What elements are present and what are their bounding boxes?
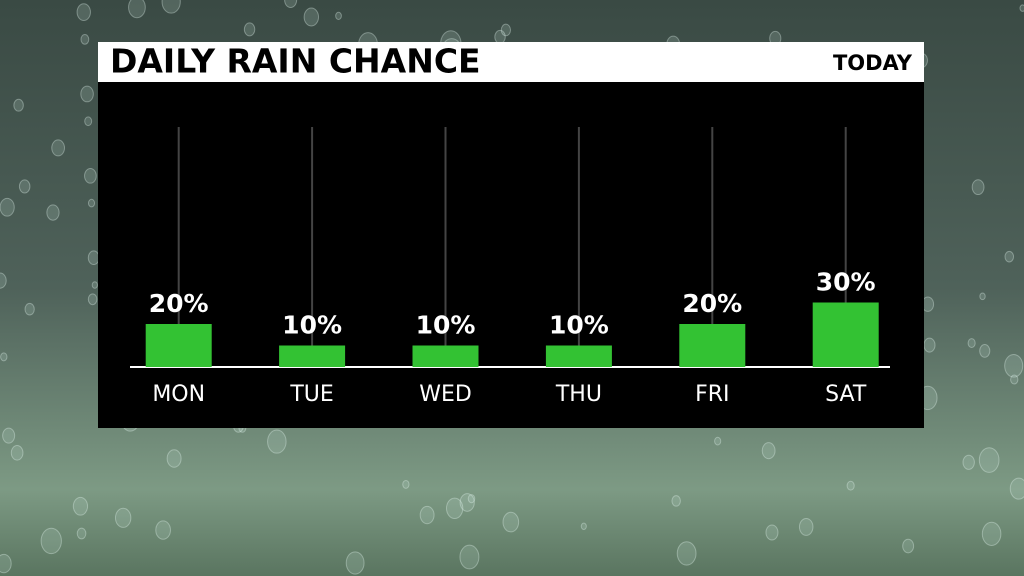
rain-drop bbox=[166, 449, 182, 468]
value-label: 30% bbox=[816, 268, 876, 297]
rain-drop bbox=[13, 98, 24, 112]
rain-drop bbox=[445, 497, 464, 519]
rain-drop bbox=[72, 496, 89, 516]
rain-drop bbox=[10, 445, 24, 461]
rain-drop bbox=[979, 292, 986, 301]
rain-drop bbox=[84, 116, 93, 127]
rain-drop bbox=[51, 139, 66, 157]
rain-drop bbox=[303, 7, 320, 27]
title-bar bbox=[98, 42, 924, 82]
rain-drop bbox=[161, 0, 181, 14]
bar bbox=[679, 324, 746, 367]
rain-drop bbox=[0, 272, 7, 289]
x-tick-label: THU bbox=[555, 382, 602, 407]
rain-drop bbox=[923, 337, 936, 353]
rain-drop bbox=[500, 23, 512, 37]
value-label: 20% bbox=[682, 289, 742, 318]
rain-drop bbox=[46, 204, 60, 221]
rain-drop bbox=[467, 494, 476, 504]
rain-drop bbox=[76, 527, 87, 540]
rain-drop bbox=[1009, 477, 1024, 500]
rain-drop bbox=[155, 520, 171, 540]
rain-drop bbox=[76, 3, 91, 21]
rain-drop bbox=[2, 427, 16, 444]
rain-drop bbox=[798, 517, 814, 536]
bar bbox=[812, 302, 879, 367]
bar bbox=[279, 345, 346, 367]
rain-drop bbox=[962, 454, 975, 470]
x-tick-label: WED bbox=[419, 382, 472, 407]
value-label: 10% bbox=[416, 311, 476, 340]
x-tick-label: FRI bbox=[695, 382, 729, 407]
chart-title: DAILY RAIN CHANCE bbox=[110, 42, 481, 81]
x-tick-label: SAT bbox=[825, 382, 867, 407]
rain-drop bbox=[80, 85, 94, 103]
rain-drop bbox=[971, 179, 985, 196]
rain-drop bbox=[0, 553, 12, 574]
x-tick-label: TUE bbox=[289, 382, 333, 407]
rain-drop bbox=[671, 495, 681, 507]
rain-drop bbox=[0, 197, 15, 217]
rain-drop bbox=[18, 179, 31, 194]
value-label: 20% bbox=[149, 289, 209, 318]
rain-drop bbox=[345, 551, 365, 575]
rain-drop bbox=[978, 447, 1000, 473]
bar bbox=[145, 324, 212, 367]
rain-drop bbox=[24, 302, 35, 316]
rain-drop bbox=[761, 442, 776, 460]
rain-drop bbox=[967, 338, 976, 349]
rain-drop bbox=[1004, 354, 1024, 378]
rain-drop bbox=[84, 168, 97, 184]
rain-drop bbox=[580, 522, 587, 530]
rain-drop bbox=[419, 505, 435, 525]
rain-drop bbox=[284, 0, 298, 9]
rain-drop bbox=[335, 11, 342, 20]
value-label: 10% bbox=[549, 311, 609, 340]
rain-drop bbox=[459, 493, 475, 512]
rain-drop bbox=[1019, 4, 1024, 12]
rain-drop bbox=[902, 538, 915, 554]
rain-drop bbox=[402, 479, 410, 489]
rain-drop bbox=[0, 352, 8, 362]
rain-drop bbox=[502, 511, 520, 533]
rain-drop bbox=[714, 436, 722, 446]
bar bbox=[545, 345, 612, 367]
rain-drop bbox=[459, 544, 480, 570]
rain-drop bbox=[128, 0, 146, 19]
bar bbox=[412, 345, 479, 367]
value-label: 10% bbox=[282, 311, 342, 340]
rain-drop bbox=[87, 250, 100, 265]
x-tick-label: MON bbox=[152, 382, 205, 407]
rain-drop bbox=[765, 524, 779, 541]
rain-drop bbox=[979, 344, 991, 358]
chart-panel bbox=[98, 82, 924, 428]
rain-drop bbox=[243, 22, 256, 37]
rain-drop bbox=[87, 293, 98, 306]
rain-drop bbox=[1004, 250, 1015, 263]
rain-drop bbox=[87, 198, 96, 208]
rain-drop bbox=[846, 480, 855, 491]
rain-drop bbox=[80, 34, 90, 45]
rain-drop bbox=[267, 429, 287, 454]
rain-drop bbox=[114, 507, 132, 528]
rain-drop bbox=[676, 541, 697, 566]
chart-subtitle: TODAY bbox=[833, 51, 913, 75]
rain-drop bbox=[981, 521, 1002, 546]
rain-drop bbox=[1010, 374, 1019, 385]
rain-drop bbox=[494, 29, 506, 44]
rain-drop bbox=[91, 281, 98, 289]
rain-drop bbox=[40, 527, 62, 555]
